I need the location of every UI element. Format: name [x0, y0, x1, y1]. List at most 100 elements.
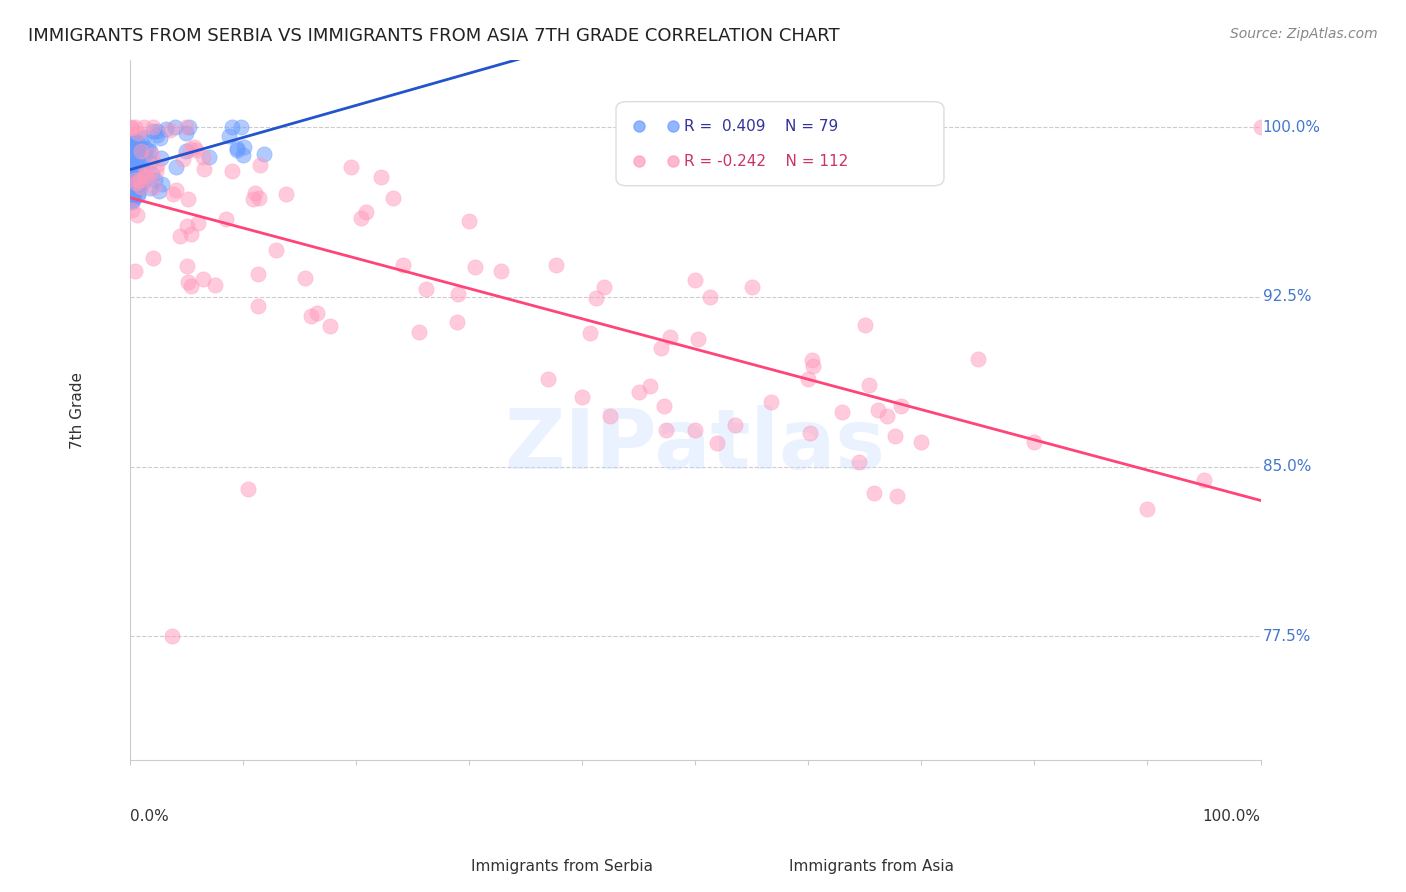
Point [162, 629, 184, 643]
Point [136, 140, 159, 154]
Point [537, 372, 560, 386]
Point [139, 181, 162, 195]
Point [134, 120, 156, 135]
Point [127, 126, 149, 140]
Point [724, 417, 747, 432]
Point [121, 202, 143, 217]
Point [354, 204, 377, 219]
Point [122, 166, 145, 180]
Point [652, 399, 675, 413]
Point [686, 332, 709, 346]
Text: Immigrants from Serbia: Immigrants from Serbia [471, 859, 654, 874]
Point [120, 194, 142, 208]
Point [120, 121, 142, 136]
Point [128, 172, 150, 186]
Point [706, 436, 728, 450]
Point [121, 144, 143, 158]
Point [848, 455, 870, 469]
Point [593, 280, 616, 294]
Point [145, 164, 167, 178]
Point [890, 399, 912, 413]
Point [883, 429, 905, 443]
Point [120, 164, 142, 178]
Point [148, 184, 170, 198]
Point [165, 160, 187, 174]
Point [146, 158, 169, 172]
Point [121, 176, 143, 190]
Point [131, 144, 153, 158]
Point [177, 193, 200, 207]
Point [172, 152, 194, 166]
FancyBboxPatch shape [616, 102, 943, 186]
Point [759, 395, 782, 409]
Point [886, 489, 908, 503]
Point [169, 229, 191, 244]
Point [249, 158, 271, 172]
Point [120, 191, 142, 205]
Point [683, 273, 706, 287]
Point [215, 211, 238, 226]
Point [122, 161, 145, 176]
Point [125, 139, 148, 153]
Point [141, 148, 163, 162]
Point [863, 486, 886, 500]
Point [221, 164, 243, 178]
Text: Source: ZipAtlas.com: Source: ZipAtlas.com [1230, 27, 1378, 41]
Point [159, 122, 181, 136]
Point [247, 299, 270, 313]
Point [124, 263, 146, 277]
Point [163, 120, 186, 135]
Point [121, 195, 143, 210]
Point [193, 272, 215, 286]
Point [128, 178, 150, 192]
Point [370, 170, 392, 185]
Point [350, 211, 373, 225]
Point [150, 178, 173, 192]
Point [121, 161, 143, 175]
Point [415, 282, 437, 296]
Text: R =  0.409    N = 79: R = 0.409 N = 79 [683, 119, 838, 134]
Point [853, 318, 876, 332]
Point [179, 120, 201, 135]
Point [129, 132, 152, 146]
Point [149, 131, 172, 145]
Point [187, 216, 209, 230]
Point [683, 423, 706, 437]
Point [233, 140, 256, 154]
Point [134, 165, 156, 179]
Point [800, 352, 823, 367]
Point [245, 186, 267, 200]
Point [120, 120, 142, 135]
Point [129, 180, 152, 194]
Point [162, 186, 184, 201]
Point [120, 135, 142, 149]
Point [180, 279, 202, 293]
Point [489, 264, 512, 278]
Point [131, 150, 153, 164]
Point [340, 160, 363, 174]
Point [654, 424, 676, 438]
Text: 100.0%: 100.0% [1263, 120, 1320, 135]
Text: 85.0%: 85.0% [1263, 459, 1312, 474]
Point [125, 138, 148, 153]
Point [1192, 473, 1215, 487]
Point [150, 151, 173, 165]
Point [135, 142, 157, 156]
Point [544, 258, 567, 272]
Point [127, 186, 149, 200]
Point [142, 124, 165, 138]
Point [578, 326, 600, 340]
Point [253, 147, 276, 161]
Point [458, 214, 481, 228]
Point [650, 341, 672, 355]
Point [127, 150, 149, 164]
Point [120, 174, 142, 188]
Point [129, 180, 152, 194]
Point [247, 267, 270, 281]
Point [165, 183, 187, 197]
Point [120, 141, 142, 155]
Point [176, 120, 198, 135]
Point [204, 277, 226, 292]
Point [319, 319, 342, 334]
Point [146, 128, 169, 143]
